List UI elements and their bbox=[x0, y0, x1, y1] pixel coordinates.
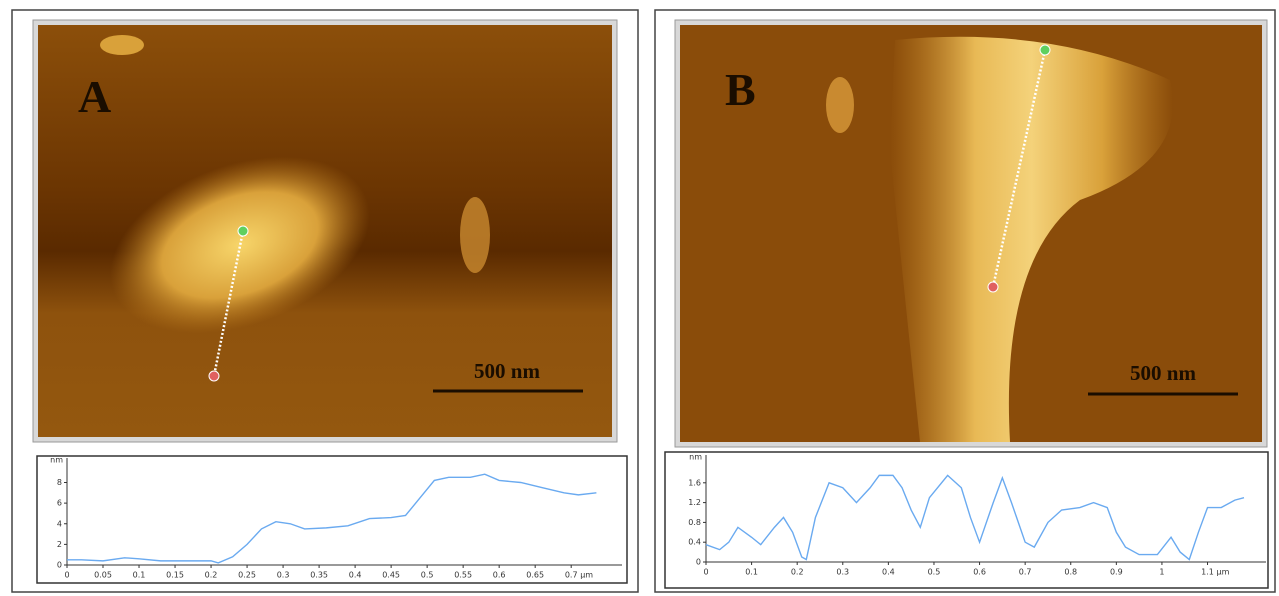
particle bbox=[460, 197, 490, 273]
x-tick-label: 0 bbox=[64, 571, 69, 580]
y-tick-label: 8 bbox=[57, 478, 62, 487]
x-tick-label: 0.15 bbox=[166, 571, 184, 580]
panel-label: B bbox=[725, 64, 756, 115]
x-tick-label: 0.5 bbox=[928, 568, 941, 577]
x-tick-label: 0.7 bbox=[565, 571, 578, 580]
x-tick-label: 0.6 bbox=[493, 571, 506, 580]
x-axis-label: µm bbox=[1217, 568, 1230, 577]
scale-bar-label: 500 nm bbox=[1130, 361, 1196, 385]
x-tick-label: 0 bbox=[703, 568, 708, 577]
x-axis-label: µm bbox=[580, 571, 593, 580]
x-tick-label: 0.25 bbox=[238, 571, 256, 580]
x-tick-label: 0.7 bbox=[1019, 568, 1032, 577]
marker bbox=[238, 226, 248, 236]
y-tick-label: 0 bbox=[696, 558, 701, 567]
chart-frame bbox=[37, 456, 627, 583]
x-tick-label: 0.45 bbox=[382, 571, 400, 580]
x-tick-label: 0.2 bbox=[791, 568, 804, 577]
marker bbox=[988, 282, 998, 292]
particle bbox=[826, 77, 854, 133]
x-tick-label: 0.65 bbox=[526, 571, 544, 580]
x-tick-label: 0.55 bbox=[454, 571, 472, 580]
y-tick-label: 2 bbox=[57, 540, 62, 549]
scale-bar-label: 500 nm bbox=[474, 359, 540, 383]
y-tick-label: 1.2 bbox=[688, 498, 701, 507]
y-tick-label: 1.6 bbox=[688, 478, 701, 487]
x-tick-label: 0.1 bbox=[133, 571, 146, 580]
x-tick-label: 0.3 bbox=[836, 568, 849, 577]
y-tick-label: 0.4 bbox=[688, 538, 701, 547]
particle bbox=[100, 35, 144, 55]
marker bbox=[209, 371, 219, 381]
x-tick-label: 0.35 bbox=[310, 571, 328, 580]
y-axis-label: nm bbox=[50, 456, 63, 465]
y-tick-label: 0.8 bbox=[688, 518, 701, 527]
x-tick-label: 0.1 bbox=[745, 568, 758, 577]
y-tick-label: 0 bbox=[57, 561, 62, 570]
x-tick-label: 0.4 bbox=[882, 568, 895, 577]
x-tick-label: 1.1 bbox=[1201, 568, 1214, 577]
x-tick-label: 0.5 bbox=[421, 571, 434, 580]
x-tick-label: 0.9 bbox=[1110, 568, 1123, 577]
x-tick-label: 0.8 bbox=[1064, 568, 1077, 577]
x-tick-label: 0.4 bbox=[349, 571, 362, 580]
x-tick-label: 0.05 bbox=[94, 571, 112, 580]
x-tick-label: 1 bbox=[1159, 568, 1164, 577]
x-tick-label: 0.2 bbox=[205, 571, 218, 580]
y-tick-label: 4 bbox=[57, 519, 62, 528]
marker bbox=[1040, 45, 1050, 55]
panel-label: A bbox=[78, 71, 111, 122]
figure: A 500 nm B 500 nm nm 0 2 4 6 8 0 0.05 0.1 0.15 0.2… bbox=[0, 0, 1279, 596]
x-tick-label: 0.3 bbox=[277, 571, 290, 580]
x-tick-label: 0.6 bbox=[973, 568, 986, 577]
y-tick-label: 6 bbox=[57, 499, 62, 508]
y-axis-label: nm bbox=[689, 453, 702, 462]
